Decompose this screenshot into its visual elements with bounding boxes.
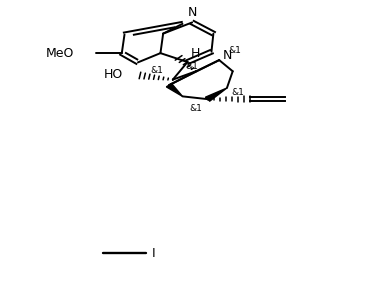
Text: &1: &1 bbox=[185, 62, 198, 71]
Text: &1: &1 bbox=[228, 46, 241, 55]
Text: N: N bbox=[223, 49, 232, 62]
Text: &1: &1 bbox=[150, 66, 163, 75]
Polygon shape bbox=[166, 84, 182, 96]
Text: &1: &1 bbox=[190, 104, 202, 113]
Text: HO: HO bbox=[103, 68, 123, 81]
Text: I: I bbox=[152, 247, 155, 261]
Text: H: H bbox=[191, 47, 200, 60]
Text: MeO: MeO bbox=[46, 47, 74, 60]
Text: &1: &1 bbox=[231, 88, 244, 97]
Text: N: N bbox=[187, 6, 197, 19]
Polygon shape bbox=[205, 88, 227, 101]
